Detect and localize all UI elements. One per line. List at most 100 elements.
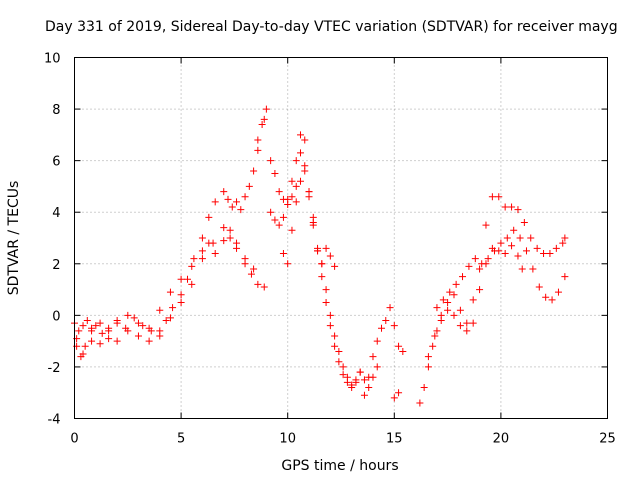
data-point (267, 208, 275, 216)
data-point (348, 384, 356, 392)
data-point (79, 322, 87, 330)
data-point (444, 298, 452, 306)
data-point (275, 221, 283, 229)
data-point (233, 198, 241, 206)
data-point (495, 193, 503, 201)
data-point (211, 198, 219, 206)
data-point (113, 337, 121, 345)
data-point (205, 239, 213, 247)
data-point (561, 273, 569, 281)
data-point (105, 324, 113, 332)
x-axis-label: GPS time / hours (281, 458, 398, 474)
y-tick-label: 8 (52, 103, 60, 118)
data-point (275, 188, 283, 196)
data-point (386, 304, 394, 312)
data-point (331, 262, 339, 270)
data-point (296, 149, 304, 157)
data-point (284, 195, 292, 203)
data-point (177, 291, 185, 299)
data-point (429, 342, 437, 350)
data-point (331, 332, 339, 340)
data-point (527, 234, 535, 242)
y-tick-label: -2 (48, 361, 61, 376)
data-point (322, 244, 330, 252)
y-tick-label: 2 (52, 258, 60, 273)
data-point (198, 234, 206, 242)
data-point (247, 270, 255, 278)
data-point (503, 234, 511, 242)
data-point (326, 252, 334, 260)
data-point (254, 280, 262, 288)
data-point (554, 288, 562, 296)
data-point (501, 249, 509, 257)
data-point (166, 288, 174, 296)
data-point (463, 327, 471, 335)
data-point (260, 115, 268, 123)
data-point (292, 182, 300, 190)
data-point (124, 327, 132, 335)
data-point (444, 306, 452, 314)
series-track-h (390, 193, 569, 407)
data-point (166, 314, 174, 322)
data-point (335, 358, 343, 366)
data-point (314, 244, 322, 252)
data-point (439, 296, 447, 304)
series-track-e (267, 131, 381, 392)
series-track-i (424, 242, 526, 361)
data-point (198, 247, 206, 255)
data-point (92, 322, 100, 330)
data-point (83, 317, 91, 325)
data-point (284, 260, 292, 268)
data-point (484, 255, 492, 263)
data-point (145, 337, 153, 345)
x-tick-label: 0 (70, 432, 78, 447)
data-point (510, 226, 518, 234)
data-point (260, 283, 268, 291)
series-track-g (360, 304, 407, 399)
data-point (241, 255, 249, 263)
data-point (156, 306, 164, 314)
data-point (233, 239, 241, 247)
data-point (561, 234, 569, 242)
data-point (416, 399, 424, 407)
data-point (296, 177, 304, 185)
data-point (134, 319, 142, 327)
data-point (518, 265, 526, 273)
data-point (452, 280, 460, 288)
data-point (177, 275, 185, 283)
data-point (491, 247, 499, 255)
data-point (395, 389, 403, 397)
data-point (211, 249, 219, 257)
data-point (520, 219, 528, 227)
data-point (546, 249, 554, 257)
data-point (365, 373, 373, 381)
data-point (352, 378, 360, 386)
data-point (471, 255, 479, 263)
data-point (437, 317, 445, 325)
data-point (339, 371, 347, 379)
data-point (250, 265, 258, 273)
data-point (279, 213, 287, 221)
data-point (162, 317, 170, 325)
data-point (296, 131, 304, 139)
data-point (459, 273, 467, 281)
chart-title: Day 331 of 2019, Sidereal Day-to-day VTE… (45, 19, 618, 35)
axis-ticks: 0 5 10 15 20 25 -4 -2 0 2 4 6 8 10 (44, 52, 616, 447)
data-point (301, 136, 309, 144)
gridlines (74, 57, 608, 419)
data-point (254, 136, 262, 144)
data-point (124, 311, 132, 319)
data-point (288, 193, 296, 201)
data-point (190, 255, 198, 263)
data-point (508, 242, 516, 250)
data-point (88, 337, 96, 345)
data-point (533, 244, 541, 252)
data-point (395, 342, 403, 350)
data-point (446, 288, 454, 296)
data-point (220, 224, 228, 232)
data-point (75, 327, 83, 335)
data-point (169, 304, 177, 312)
series-track-f (279, 149, 339, 270)
data-point (431, 332, 439, 340)
data-point (322, 286, 330, 294)
